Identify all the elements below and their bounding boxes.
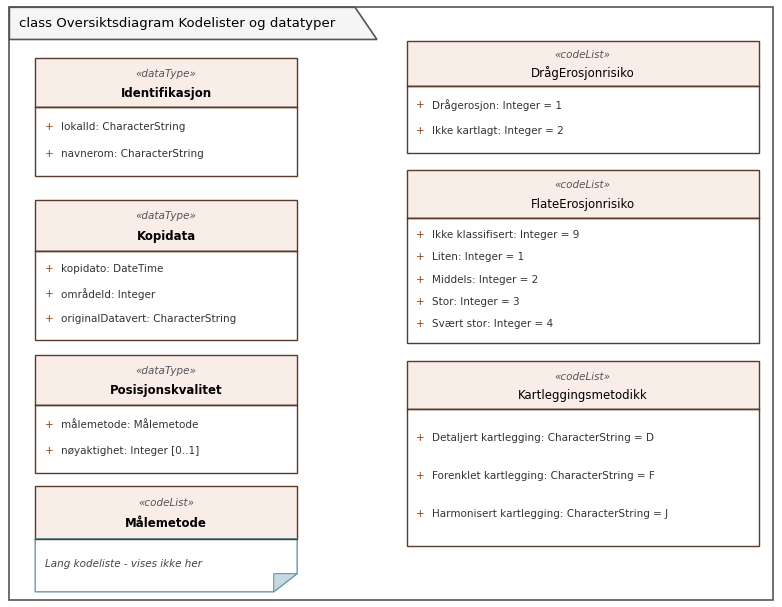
Polygon shape — [274, 574, 297, 592]
Text: +: + — [45, 289, 53, 299]
Bar — [35, 486, 297, 539]
Bar — [35, 251, 297, 340]
Bar — [35, 58, 297, 107]
Text: +: + — [45, 264, 53, 274]
Bar — [407, 409, 759, 546]
Text: +: + — [45, 122, 53, 132]
Text: nøyaktighet: Integer [0..1]: nøyaktighet: Integer [0..1] — [61, 446, 199, 456]
Text: class Oversiktsdiagram Kodelister og datatyper: class Oversiktsdiagram Kodelister og dat… — [19, 17, 335, 30]
Text: +: + — [416, 509, 425, 519]
Text: Posisjonskvalitet: Posisjonskvalitet — [109, 384, 223, 398]
Text: +: + — [416, 100, 425, 110]
Polygon shape — [9, 7, 377, 39]
Text: Drågerosjon: Integer = 1: Drågerosjon: Integer = 1 — [432, 99, 562, 111]
Text: Middels: Integer = 2: Middels: Integer = 2 — [432, 274, 539, 285]
Polygon shape — [35, 539, 297, 592]
Text: +: + — [45, 314, 53, 324]
Text: «dataType»: «dataType» — [136, 366, 196, 376]
Text: +: + — [416, 471, 425, 481]
Text: Harmonisert kartlegging: CharacterString = J: Harmonisert kartlegging: CharacterString… — [432, 509, 669, 519]
Text: Kopidata: Kopidata — [137, 230, 196, 243]
Text: Stor: Integer = 3: Stor: Integer = 3 — [432, 297, 520, 307]
Text: navnerom: CharacterString: navnerom: CharacterString — [61, 149, 204, 158]
Text: +: + — [45, 419, 53, 430]
Text: lokalId: CharacterString: lokalId: CharacterString — [61, 122, 185, 132]
Text: «codeList»: «codeList» — [554, 371, 611, 382]
Text: Forenklet kartlegging: CharacterString = F: Forenklet kartlegging: CharacterString =… — [432, 471, 655, 481]
Bar — [35, 405, 297, 473]
Bar — [407, 86, 759, 153]
Text: Ikke kartlagt: Integer = 2: Ikke kartlagt: Integer = 2 — [432, 126, 564, 136]
Text: «codeList»: «codeList» — [554, 50, 611, 60]
Text: +: + — [416, 126, 425, 136]
Text: Liten: Integer = 1: Liten: Integer = 1 — [432, 253, 525, 262]
Text: kopidato: DateTime: kopidato: DateTime — [61, 264, 163, 274]
Text: Målemetode: Målemetode — [125, 517, 207, 531]
Text: målemetode: Målemetode: målemetode: Målemetode — [61, 419, 199, 430]
Text: +: + — [416, 433, 425, 443]
Text: Detaljert kartlegging: CharacterString = D: Detaljert kartlegging: CharacterString =… — [432, 433, 655, 443]
Bar — [35, 107, 297, 176]
Text: +: + — [416, 253, 425, 262]
Text: +: + — [416, 230, 425, 240]
Text: «dataType»: «dataType» — [136, 69, 196, 78]
Bar — [407, 219, 759, 343]
Bar — [407, 361, 759, 409]
Text: Lang kodeliste - vises ikke her: Lang kodeliste - vises ikke her — [45, 558, 202, 569]
Text: Kartleggingsmetodikk: Kartleggingsmetodikk — [518, 389, 647, 402]
Text: Identifikasjon: Identifikasjon — [120, 87, 212, 100]
Text: «codeList»: «codeList» — [554, 180, 611, 191]
Text: +: + — [416, 319, 425, 329]
Text: områdeId: Integer: områdeId: Integer — [61, 288, 156, 300]
Text: «codeList»: «codeList» — [138, 498, 194, 507]
Text: FlateErosjonrisiko: FlateErosjonrisiko — [530, 198, 635, 211]
Text: +: + — [416, 274, 425, 285]
Bar — [407, 170, 759, 219]
Text: +: + — [45, 446, 53, 456]
Bar — [35, 200, 297, 251]
Bar — [407, 41, 759, 86]
Text: originalDatavert: CharacterString: originalDatavert: CharacterString — [61, 314, 236, 324]
Text: Svært stor: Integer = 4: Svært stor: Integer = 4 — [432, 319, 554, 329]
Text: +: + — [416, 297, 425, 307]
Text: +: + — [45, 149, 53, 158]
Bar — [35, 355, 297, 405]
Text: Ikke klassifisert: Integer = 9: Ikke klassifisert: Integer = 9 — [432, 230, 579, 240]
Text: «dataType»: «dataType» — [136, 211, 196, 222]
Text: DrågErosjonrisiko: DrågErosjonrisiko — [531, 66, 634, 80]
